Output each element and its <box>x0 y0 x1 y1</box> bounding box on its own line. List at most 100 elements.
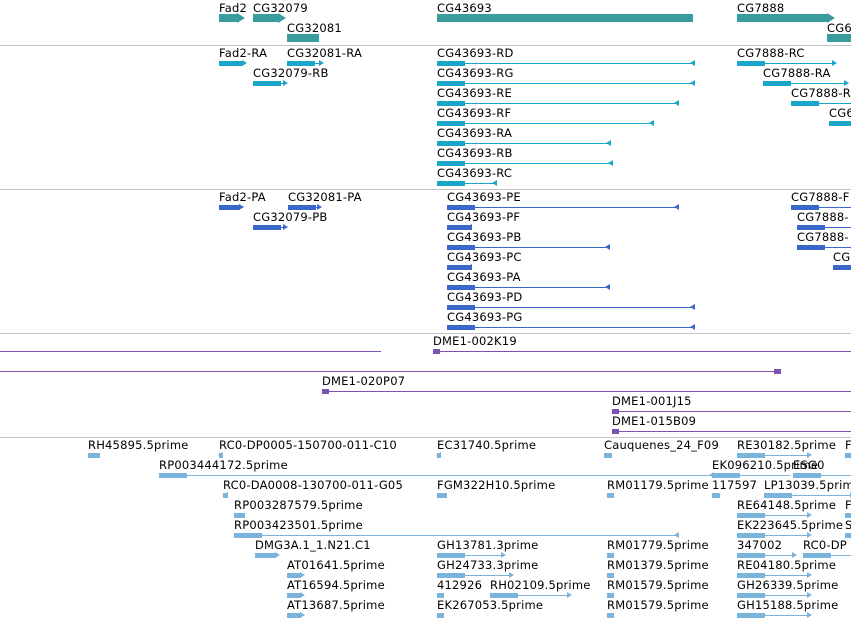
exon-block[interactable] <box>737 613 765 618</box>
intron-line <box>737 63 833 64</box>
exon-block[interactable] <box>763 81 791 86</box>
exon-block[interactable] <box>607 493 614 498</box>
exon-block[interactable] <box>447 265 472 270</box>
exon-block[interactable] <box>604 453 612 458</box>
feature-label: DME1-001J15 <box>612 394 692 408</box>
exon-block[interactable] <box>447 205 475 210</box>
exon-block[interactable] <box>234 533 262 538</box>
feature-label: RE30182.5prime <box>737 438 837 452</box>
feature-label: CG7888-RA <box>763 66 831 80</box>
exon-block[interactable] <box>437 141 465 146</box>
gene-body[interactable] <box>253 14 278 22</box>
exon-block[interactable] <box>797 245 825 250</box>
feature-label: CG32079-PB <box>253 210 328 224</box>
exon-block[interactable] <box>737 553 765 558</box>
exon-block[interactable] <box>437 493 447 498</box>
strand-arrow-icon <box>242 60 247 66</box>
feature-label: CG43693-RE <box>437 86 512 100</box>
clone-span[interactable] <box>433 351 851 352</box>
exon-block[interactable] <box>437 593 444 598</box>
exon-block[interactable] <box>737 533 765 538</box>
strand-arrow-icon <box>606 140 611 146</box>
exon-block[interactable] <box>797 225 825 230</box>
exon-block[interactable] <box>793 473 821 478</box>
strand-arrow-icon <box>827 13 835 23</box>
exon-block[interactable] <box>253 81 281 86</box>
exon-block[interactable] <box>253 225 281 230</box>
exon-block[interactable] <box>791 101 819 106</box>
exon-block[interactable] <box>833 265 851 270</box>
exon-block[interactable] <box>219 205 240 210</box>
exon-block[interactable] <box>159 473 187 478</box>
gene-body[interactable] <box>827 34 851 42</box>
exon-block[interactable] <box>764 493 792 498</box>
exon-block[interactable] <box>287 613 301 618</box>
feature-label: CG32081-PA <box>288 190 362 204</box>
feature-label: AT16594.5prime <box>287 578 385 592</box>
exon-block[interactable] <box>447 225 472 230</box>
feature-label: F <box>845 438 851 452</box>
exon-block[interactable] <box>845 513 851 518</box>
exon-block[interactable] <box>607 573 614 578</box>
gene-body[interactable] <box>219 14 237 22</box>
exon-block[interactable] <box>437 613 444 618</box>
clone-span[interactable] <box>612 431 851 432</box>
exon-block[interactable] <box>490 593 518 598</box>
gene-body[interactable] <box>437 14 693 22</box>
feature-label: GH24733.3prime <box>437 558 539 572</box>
exon-block[interactable] <box>845 533 851 538</box>
strand-arrow-icon <box>844 80 849 86</box>
clone-span[interactable] <box>0 371 781 372</box>
exon-block[interactable] <box>437 181 465 186</box>
feature-label: Cauquenes_24_F09 <box>604 438 719 452</box>
exon-block[interactable] <box>287 61 315 66</box>
clone-span[interactable] <box>0 351 381 352</box>
exon-block[interactable] <box>607 593 614 598</box>
strand-arrow-icon <box>278 13 286 23</box>
strand-arrow-icon <box>832 60 837 66</box>
exon-block[interactable] <box>287 573 301 578</box>
exon-block[interactable] <box>737 593 765 598</box>
exon-block[interactable] <box>712 473 740 478</box>
gene-body[interactable] <box>737 14 827 22</box>
exon-block[interactable] <box>737 61 765 66</box>
exon-block[interactable] <box>791 205 819 210</box>
exon-block[interactable] <box>737 513 765 518</box>
exon-block[interactable] <box>712 493 720 498</box>
feature-label: CG7888-RC <box>737 46 805 60</box>
strand-arrow-icon <box>300 572 305 578</box>
strand-arrow-icon <box>283 80 288 86</box>
feature-label: CG43693-RC <box>437 166 513 180</box>
exon-block[interactable] <box>437 573 465 578</box>
exon-block[interactable] <box>607 553 614 558</box>
exon-block[interactable] <box>255 553 276 558</box>
exon-block[interactable] <box>829 121 851 126</box>
exon-block[interactable] <box>803 553 831 558</box>
exon-block[interactable] <box>437 81 465 86</box>
exon-block[interactable] <box>845 453 851 458</box>
exon-block[interactable] <box>447 245 475 250</box>
exon-block[interactable] <box>88 453 100 458</box>
exon-block[interactable] <box>737 453 765 458</box>
exon-block[interactable] <box>437 553 465 558</box>
exon-block[interactable] <box>437 61 465 66</box>
intron-line <box>737 455 808 456</box>
exon-block[interactable] <box>437 101 465 106</box>
exon-block[interactable] <box>437 121 465 126</box>
exon-block[interactable] <box>607 613 614 618</box>
gene-body[interactable] <box>287 34 319 42</box>
exon-block[interactable] <box>447 285 475 290</box>
exon-block[interactable] <box>447 305 475 310</box>
clone-span[interactable] <box>322 391 851 392</box>
exon-block[interactable] <box>219 61 243 66</box>
exon-block[interactable] <box>447 325 475 330</box>
feature-label: CG43693 <box>437 1 492 15</box>
strand-arrow-icon <box>807 532 812 538</box>
clone-span[interactable] <box>612 411 851 412</box>
exon-block[interactable] <box>234 513 245 518</box>
exon-block[interactable] <box>737 573 765 578</box>
exon-block[interactable] <box>287 593 301 598</box>
exon-block[interactable] <box>437 161 465 166</box>
exon-block[interactable] <box>288 205 316 210</box>
